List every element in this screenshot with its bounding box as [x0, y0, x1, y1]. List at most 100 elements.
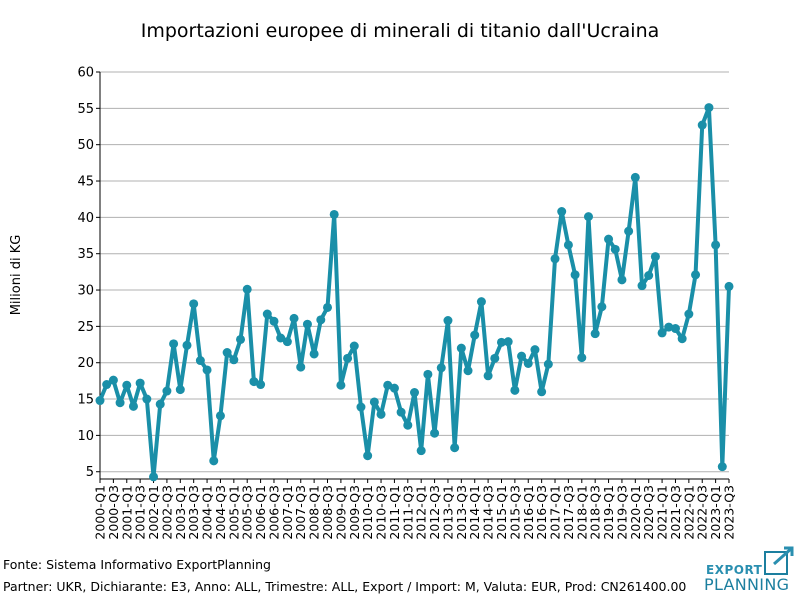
y-tick-label: 15 — [77, 393, 94, 408]
data-point — [503, 337, 513, 347]
x-tick-label: 2005-Q1 — [226, 485, 241, 540]
data-point — [302, 319, 312, 329]
exportplanning-logo: EXPORT PLANNING — [704, 546, 796, 596]
x-tick-label: 2002-Q1 — [146, 485, 161, 540]
x-tick-label: 2003-Q3 — [186, 485, 201, 540]
data-point — [657, 328, 667, 338]
x-tick-label: 2007-Q3 — [293, 485, 308, 540]
x-tick-label: 2016-Q3 — [534, 485, 549, 540]
data-point — [343, 353, 353, 363]
axes — [99, 72, 729, 480]
series-points — [95, 103, 734, 482]
x-tick-label: 2006-Q3 — [266, 485, 281, 540]
data-point — [296, 362, 306, 372]
data-point — [323, 302, 333, 312]
y-tick-label: 60 — [77, 66, 94, 81]
x-tick-label: 2017-Q1 — [548, 485, 563, 540]
data-point — [637, 281, 647, 291]
data-point — [617, 275, 627, 285]
data-point — [115, 398, 125, 408]
series-line — [98, 105, 731, 479]
x-tick-label: 2011-Q3 — [400, 485, 415, 540]
data-point — [356, 402, 366, 412]
data-point — [590, 329, 600, 339]
data-point — [389, 383, 399, 393]
data-point — [236, 334, 246, 344]
data-point — [403, 420, 413, 430]
data-point — [135, 378, 145, 388]
data-point — [677, 334, 687, 344]
x-tick-labels: 2000-Q12000-Q32001-Q12001-Q32002-Q12002-… — [93, 479, 737, 540]
data-point — [108, 375, 118, 385]
data-point — [363, 451, 373, 461]
y-axis-label: Milioni di KG — [9, 235, 24, 316]
x-tick-label: 2020-Q1 — [628, 485, 643, 540]
data-point — [583, 212, 593, 222]
x-tick-label: 2007-Q1 — [280, 485, 295, 540]
data-point — [195, 356, 205, 366]
data-point — [684, 309, 694, 319]
logo-text-export: EXPORT — [706, 563, 763, 577]
data-point — [577, 353, 587, 363]
data-point — [597, 302, 607, 312]
data-point — [490, 353, 500, 363]
x-tick-label: 2016-Q1 — [521, 485, 536, 540]
data-point — [604, 234, 614, 244]
x-tick-label: 2008-Q3 — [320, 485, 335, 540]
y-tick-label: 20 — [77, 356, 94, 371]
data-point — [537, 387, 547, 397]
x-tick-label: 2014-Q1 — [467, 485, 482, 540]
data-point — [215, 411, 225, 421]
y-tick-label: 45 — [77, 175, 94, 190]
data-point — [443, 316, 453, 326]
y-tick-label: 55 — [77, 102, 94, 117]
data-point — [95, 396, 105, 406]
data-point — [329, 209, 339, 219]
x-tick-label: 2004-Q1 — [200, 485, 215, 540]
data-point — [630, 172, 640, 182]
x-tick-label: 2005-Q3 — [240, 485, 255, 540]
data-point — [644, 271, 654, 280]
data-point — [436, 363, 446, 373]
data-point — [563, 240, 573, 250]
data-point — [416, 446, 426, 456]
data-point — [496, 337, 506, 347]
x-tick-label: 2010-Q1 — [360, 485, 375, 540]
data-point — [316, 315, 326, 325]
data-point — [670, 324, 680, 334]
data-point — [162, 386, 172, 396]
data-point — [476, 297, 486, 307]
data-point — [256, 380, 266, 390]
data-point — [396, 407, 406, 417]
x-tick-label: 2001-Q1 — [119, 485, 134, 540]
y-tick-label: 30 — [77, 284, 94, 299]
data-point — [128, 401, 138, 411]
x-tick-label: 2018-Q3 — [588, 485, 603, 540]
y-tick-labels: 5 10 15 20 25 30 35 40 45 50 55 60 — [77, 66, 100, 480]
data-point — [142, 394, 152, 404]
footer-source: Fonte: Sistema Informativo ExportPlannin… — [3, 557, 271, 572]
data-point — [269, 316, 279, 326]
data-point — [202, 365, 212, 375]
x-tick-label: 2009-Q3 — [347, 485, 362, 540]
data-point — [517, 351, 527, 361]
data-point — [610, 244, 620, 254]
x-tick-label: 2022-Q1 — [681, 485, 696, 540]
data-point — [483, 371, 493, 381]
x-tick-label: 2004-Q3 — [213, 485, 228, 540]
x-tick-label: 2006-Q1 — [253, 485, 268, 540]
data-point — [470, 330, 480, 340]
logo-mark-icon — [764, 546, 794, 575]
data-point — [149, 472, 159, 482]
y-tick-label: 25 — [77, 320, 94, 335]
data-point — [430, 428, 440, 438]
x-tick-label: 2011-Q1 — [387, 485, 402, 540]
data-point — [523, 358, 533, 368]
x-tick-label: 2003-Q1 — [173, 485, 188, 540]
data-point — [550, 254, 560, 264]
x-tick-label: 2012-Q1 — [414, 485, 429, 540]
x-tick-label: 2013-Q1 — [440, 485, 455, 540]
data-point — [242, 284, 252, 294]
data-point — [717, 462, 727, 472]
